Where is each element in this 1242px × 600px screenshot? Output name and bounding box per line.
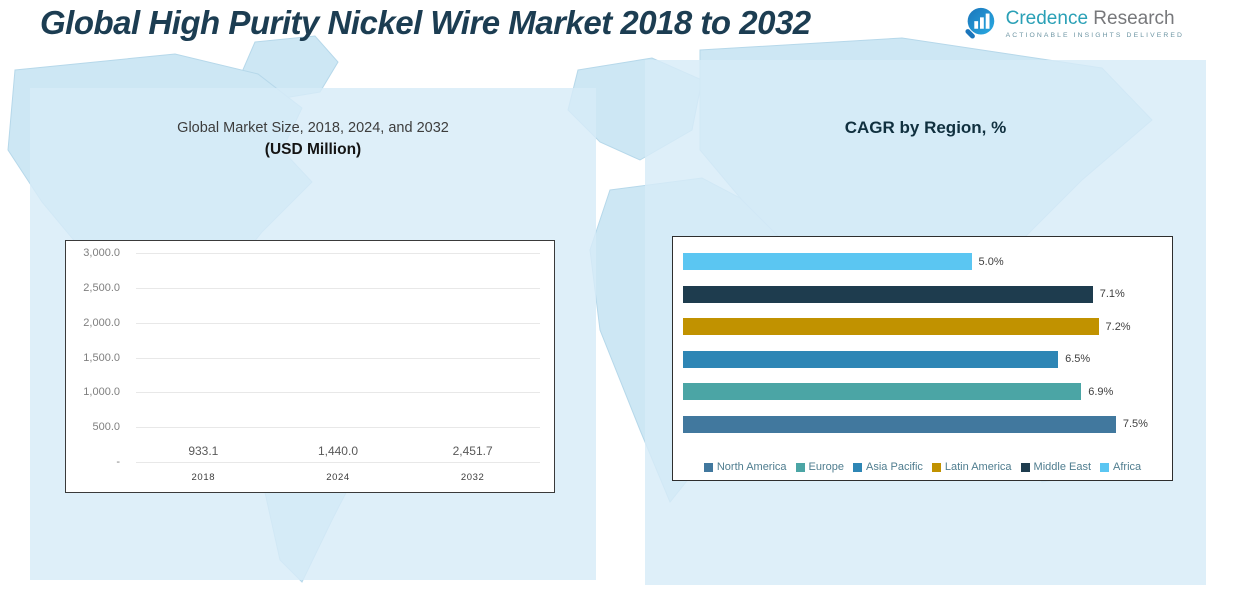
- market-chart-units: (USD Million): [264, 141, 362, 158]
- cagr-value-label: 6.5%: [1065, 353, 1091, 365]
- cagr-chart: 5.0% 7.1% 7.2% 6.5% 6.9% 7.5% North America Eu…: [672, 236, 1173, 481]
- legend-marker-icon: [795, 462, 805, 472]
- brand-tagline: Actionable Insights Delivered: [1005, 32, 1184, 39]
- x-axis-label-2024: 2024: [326, 472, 350, 483]
- legend-item-middle-east: Middle East: [1020, 461, 1092, 473]
- market-yaxis: 3,000.0 2,500.0 2,000.0 1,500.0 1,000.0 500.0…: [66, 247, 128, 468]
- legend-marker-icon: [1100, 462, 1110, 472]
- market-gridlines: [136, 253, 540, 463]
- gridline: [136, 357, 540, 359]
- cagr-value-label: 7.2%: [1105, 320, 1131, 333]
- cagr-row-middle-east: 7.1%: [683, 285, 1162, 303]
- legend-item-africa: Africa: [1100, 461, 1141, 473]
- y-tick-label: 1,000.0: [83, 386, 120, 399]
- gridline: [136, 253, 540, 254]
- brand-text: Credence Research Actionable Insights De…: [1006, 5, 1184, 39]
- cagr-row-europe: 6.9%: [683, 383, 1162, 400]
- legend-label: Asia Pacific: [866, 461, 923, 473]
- cagr-bar-latin-america: [683, 318, 1099, 335]
- gridline: [136, 287, 540, 289]
- market-plot-area: 933.1 2018 1,440.0 2024 2,451.7 2032: [136, 253, 540, 483]
- legend-marker-icon: [931, 462, 941, 472]
- legend-label: Latin America: [944, 461, 1012, 473]
- legend-label: Africa: [1113, 461, 1142, 473]
- y-tick-label: -: [116, 456, 120, 468]
- bar-value-label: 933.1: [188, 444, 219, 458]
- y-tick-label: 2,500.0: [83, 281, 120, 294]
- brand-name-secondary: Research: [1093, 8, 1175, 29]
- header: Global High Purity Nickel Wire Market 20…: [0, 0, 1242, 56]
- market-chart-title: Global Market Size, 2018, 2024, and 2032: [177, 120, 449, 136]
- cagr-chart-title: CAGR by Region, %: [844, 118, 1007, 137]
- cagr-value-label: 6.9%: [1088, 385, 1114, 398]
- bar-group-2018: 933.1 2018: [170, 444, 236, 483]
- brand-name: Credence Research: [1006, 8, 1184, 30]
- legend-item-latin-america: Latin America: [931, 461, 1012, 473]
- x-axis-label-2032: 2032: [460, 472, 485, 483]
- bar-value-label: 2,451.7: [452, 444, 493, 458]
- bar-group-2024: 1,440.0 2024: [305, 444, 371, 483]
- y-tick-label: 3,000.0: [83, 247, 120, 259]
- legend-item-europe: Europe: [795, 461, 845, 473]
- market-bars: 933.1 2018 1,440.0 2024 2,451.7 2032: [136, 253, 540, 483]
- legend-item-asia-pacific: Asia Pacific: [853, 461, 923, 473]
- x-axis-label-2018: 2018: [191, 472, 216, 483]
- gridline: [136, 322, 540, 324]
- legend-item-north-america: North America: [703, 461, 787, 473]
- cagr-row-asia-pacific: 6.5%: [683, 350, 1162, 368]
- brand-logo: Credence Research Actionable Insights De…: [961, 5, 1184, 43]
- cagr-bar-asia-pacific: [683, 350, 1059, 368]
- legend-label: North America: [716, 461, 787, 473]
- cagr-panel: CAGR by Region, % 5.0% 7.1% 7.2% 6.5% 6.9% 7.…: [645, 60, 1206, 585]
- cagr-value-label: 5.0%: [978, 255, 1004, 268]
- legend-marker-icon: [703, 462, 713, 472]
- bar-value-label: 1,440.0: [317, 444, 358, 458]
- logo-chart-magnifier-icon: [965, 7, 994, 39]
- cagr-row-latin-america: 7.2%: [683, 318, 1162, 335]
- legend-label: Europe: [808, 461, 845, 473]
- cagr-value-label: 7.5%: [1122, 418, 1148, 430]
- gridline: [136, 462, 540, 463]
- gridline: [136, 392, 540, 394]
- legend-label: Middle East: [1033, 461, 1092, 473]
- y-tick-label: 2,000.0: [83, 316, 120, 329]
- gridline: [136, 427, 540, 429]
- cagr-bar-africa: [683, 253, 972, 270]
- cagr-bar-middle-east: [683, 285, 1093, 303]
- y-tick-label: 1,500.0: [83, 351, 120, 364]
- market-size-chart: 3,000.0 2,500.0 2,000.0 1,500.0 1,000.0 500.0…: [65, 240, 555, 493]
- cagr-bar-europe: [683, 383, 1082, 400]
- bar-group-2032: 2,451.7 2032: [440, 444, 506, 483]
- page-title: Global High Purity Nickel Wire Market 20…: [40, 4, 811, 41]
- market-size-panel: Global Market Size, 2018, 2024, and 2032…: [30, 88, 596, 580]
- cagr-row-north-america: 7.5%: [683, 415, 1162, 433]
- cagr-bar-north-america: [683, 415, 1116, 433]
- legend-marker-icon: [1020, 462, 1030, 472]
- cagr-bars: 5.0% 7.1% 7.2% 6.5% 6.9% 7.5%: [683, 253, 1162, 448]
- brand-name-primary: Credence: [1005, 8, 1089, 29]
- cagr-value-label: 7.1%: [1099, 288, 1125, 300]
- y-tick-label: 500.0: [92, 421, 120, 434]
- legend-marker-icon: [853, 462, 863, 472]
- cagr-row-africa: 5.0%: [683, 253, 1162, 270]
- cagr-legend: North America Europe Asia Pacific Latin Ame…: [673, 461, 1172, 473]
